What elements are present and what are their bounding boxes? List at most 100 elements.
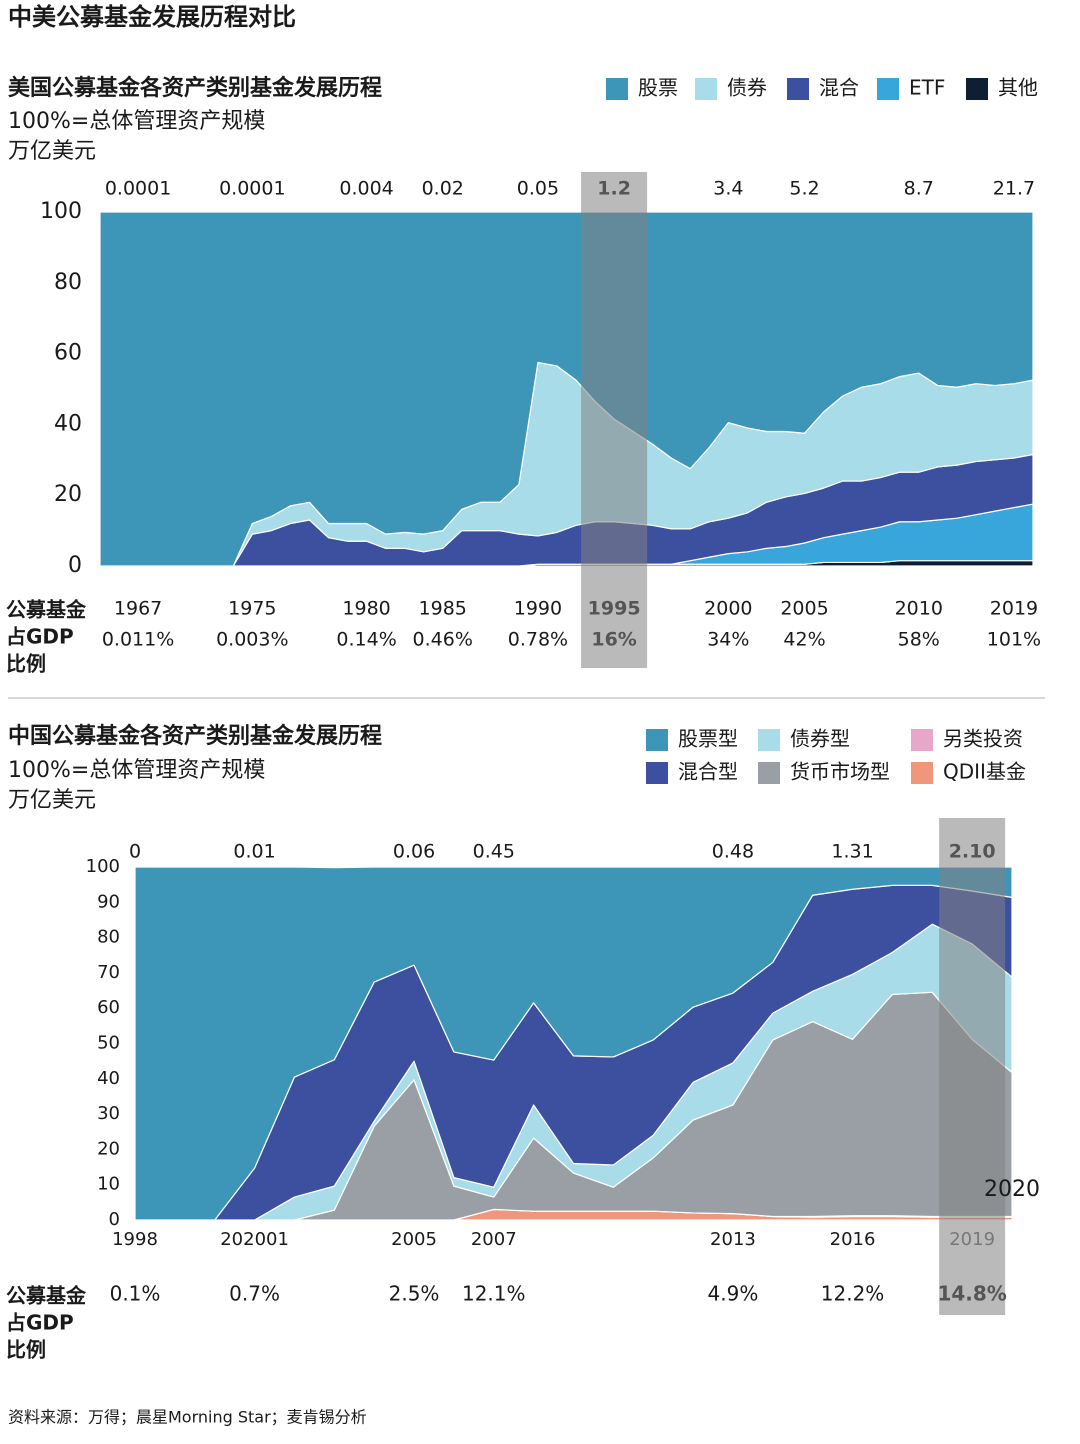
- x-tick-label: 2020: [984, 1177, 1040, 1202]
- aum-label: 5.2: [789, 178, 819, 200]
- legend-label: 债券型: [790, 727, 850, 751]
- aum-label: 3.4: [713, 178, 743, 200]
- aum-label: 0.0001: [219, 178, 285, 200]
- y-tick-label: 100: [86, 856, 120, 877]
- aum-label: 0.06: [393, 841, 435, 863]
- legend-label: QDII基金: [943, 760, 1026, 784]
- x-tick-label: 1995: [588, 598, 641, 620]
- gdp-label: 12.1%: [462, 1282, 526, 1306]
- aum-label: 21.7: [993, 178, 1035, 200]
- x-tick-label: 2000: [704, 598, 752, 620]
- legend-label: 其他: [998, 76, 1038, 100]
- y-tick-label: 40: [97, 1068, 120, 1089]
- legend-label: 股票型: [678, 727, 738, 751]
- aum-label: 0.05: [517, 178, 559, 200]
- x-tick-label: 2013: [710, 1229, 756, 1250]
- x-tick-label: 1967: [114, 598, 162, 620]
- gdp-label: 0.1%: [110, 1282, 161, 1306]
- aum-label: 0.02: [422, 178, 464, 200]
- gdp-label: 2.5%: [389, 1282, 440, 1306]
- y-tick-label: 60: [54, 341, 82, 366]
- legend-swatch: [877, 78, 899, 100]
- gdp-label: 0.003%: [216, 629, 288, 651]
- row-label: 公募基金: [6, 598, 87, 622]
- y-tick-label: 70: [97, 962, 120, 983]
- gdp-label: 34%: [707, 629, 749, 651]
- page-title: 中美公募基金发展历程对比: [8, 3, 296, 31]
- aum-label: 0.01: [233, 841, 275, 863]
- x-tick-label: 2019: [990, 598, 1038, 620]
- legend-swatch: [606, 78, 628, 100]
- y-tick-label: 100: [40, 199, 82, 224]
- gdp-label: 58%: [898, 629, 940, 651]
- chart-subtitle: 100%=总体管理资产规模: [8, 758, 265, 783]
- x-tick-label: 1990: [514, 598, 562, 620]
- row-label: 比例: [6, 652, 46, 676]
- x-tick-label: 1980: [342, 598, 390, 620]
- gdp-label: 0.14%: [336, 629, 396, 651]
- row-label: 比例: [6, 1338, 46, 1362]
- gdp-label: 0.78%: [508, 629, 568, 651]
- aum-label: 8.7: [904, 178, 934, 200]
- chart-title: 中国公募基金各资产类别基金发展历程: [8, 723, 382, 749]
- legend-label: 混合型: [678, 760, 738, 784]
- row-label: 占GDP: [6, 625, 74, 649]
- row-label: 公募基金: [6, 1284, 87, 1308]
- legend-swatch: [646, 729, 668, 751]
- aum-label: 0.0001: [105, 178, 171, 200]
- aum-label: 0.004: [339, 178, 393, 200]
- row-label: 占GDP: [6, 1311, 74, 1335]
- y-tick-label: 10: [97, 1174, 120, 1195]
- x-tick-label: 2019: [949, 1229, 995, 1250]
- gdp-label: 0.46%: [413, 629, 473, 651]
- unit-label: 万亿美元: [8, 139, 96, 164]
- aum-label: 0.45: [473, 841, 515, 863]
- area-0: [134, 866, 1013, 1221]
- unit-label: 万亿美元: [8, 788, 96, 813]
- gdp-label: 16%: [591, 629, 636, 651]
- legend-label: 另类投资: [943, 727, 1023, 751]
- y-tick-label: 90: [97, 891, 120, 912]
- aum-label: 1.31: [831, 841, 873, 863]
- legend-swatch: [646, 762, 668, 784]
- y-tick-label: 0: [68, 553, 82, 578]
- area-0: [99, 211, 1034, 567]
- x-tick-label: 2005: [780, 598, 828, 620]
- gdp-label: 42%: [783, 629, 825, 651]
- legend-swatch: [911, 762, 933, 784]
- highlight-band: [581, 172, 648, 668]
- aum-label: 2.10: [949, 841, 996, 863]
- x-tick-label: 2010: [895, 598, 943, 620]
- gdp-label: 0.011%: [102, 629, 174, 651]
- legend-label: 股票: [638, 76, 678, 100]
- gdp-label: 101%: [987, 629, 1041, 651]
- highlight-band: [939, 818, 1006, 1315]
- y-tick-label: 60: [97, 997, 120, 1018]
- x-tick-label: 1985: [419, 598, 467, 620]
- legend-label: 混合: [819, 76, 859, 100]
- aum-label: 0: [129, 841, 141, 863]
- legend-swatch: [758, 729, 780, 751]
- y-tick-label: 80: [97, 927, 120, 948]
- y-tick-label: 40: [54, 411, 82, 436]
- legend-label: 货币市场型: [790, 760, 890, 784]
- legend-swatch: [695, 78, 717, 100]
- aum-label: 0.48: [712, 841, 754, 863]
- y-tick-label: 50: [97, 1033, 120, 1054]
- aum-label: 1.2: [597, 178, 631, 200]
- chart-subtitle: 100%=总体管理资产规模: [8, 109, 265, 134]
- x-tick-label: 2007: [471, 1229, 517, 1250]
- x-tick-label: 1998: [112, 1229, 158, 1250]
- y-tick-label: 0: [109, 1209, 120, 1230]
- legend-swatch: [758, 762, 780, 784]
- legend-swatch: [787, 78, 809, 100]
- source-note: 资料来源：万得；晨星Morning Star；麦肯锡分析: [8, 1408, 367, 1427]
- y-tick-label: 30: [97, 1103, 120, 1124]
- y-tick-label: 20: [54, 482, 82, 507]
- legend-swatch: [911, 729, 933, 751]
- legend-label: ETF: [909, 76, 945, 100]
- x-tick-label: 1975: [228, 598, 276, 620]
- x-tick-label: 202001: [220, 1229, 289, 1250]
- gdp-label: 4.9%: [708, 1282, 759, 1306]
